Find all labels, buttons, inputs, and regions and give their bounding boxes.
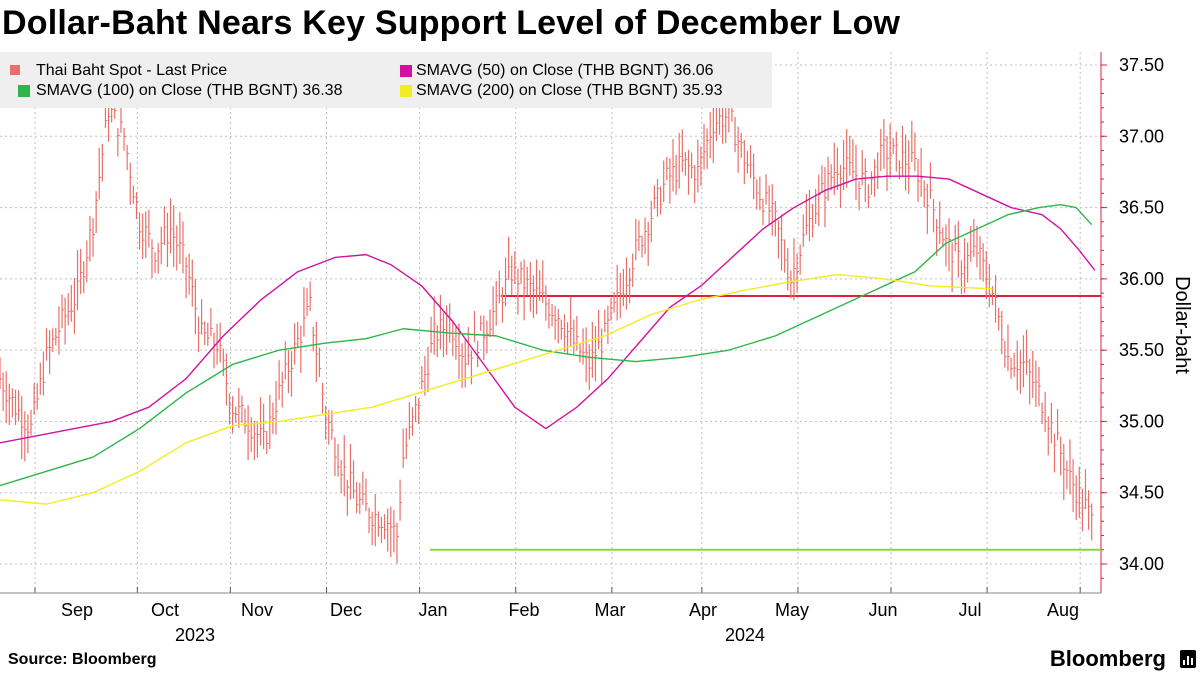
x-tick-label: Sep bbox=[61, 600, 93, 620]
x-tick-label: Jun bbox=[868, 600, 897, 620]
legend-label-price: Thai Baht Spot - Last Price bbox=[36, 62, 228, 79]
x-tick-label: Nov bbox=[241, 600, 273, 620]
legend-swatch-sma200 bbox=[400, 85, 412, 97]
legend-label-sma100: SMAVG (100) on Close (THB BGNT) 36.38 bbox=[36, 82, 343, 99]
x-tick-label: Jan bbox=[418, 600, 447, 620]
legend-swatch-sma50 bbox=[400, 65, 412, 77]
x-tick-label: Jul bbox=[958, 600, 981, 620]
chart-title: Dollar-Baht Nears Key Support Level of D… bbox=[2, 4, 901, 42]
y-axis-title: Dollar-baht bbox=[1171, 276, 1193, 374]
sma-50-line bbox=[0, 175, 1096, 444]
source-note: Source: Bloomberg bbox=[8, 651, 157, 668]
x-tick-label: May bbox=[775, 600, 809, 620]
y-tick-label: 37.50 bbox=[1119, 55, 1164, 75]
legend-swatch-price bbox=[10, 65, 20, 75]
legend-swatch-sma100 bbox=[18, 85, 30, 97]
sma-200-line bbox=[0, 273, 993, 505]
x-tick-label: Oct bbox=[151, 600, 179, 620]
x-tick-label: Aug bbox=[1047, 600, 1079, 620]
legend-label-sma50: SMAVG (50) on Close (THB BGNT) 36.06 bbox=[416, 62, 714, 79]
x-tick-label: Feb bbox=[508, 600, 539, 620]
y-tick-label: 37.00 bbox=[1119, 126, 1164, 146]
y-tick-label: 36.50 bbox=[1119, 198, 1164, 218]
y-tick-label: 35.00 bbox=[1119, 411, 1164, 431]
y-tick-label: 35.50 bbox=[1119, 340, 1164, 360]
legend: Thai Baht Spot - Last Price SMAVG (50) o… bbox=[0, 52, 772, 108]
y-tick-label: 36.00 bbox=[1119, 269, 1164, 289]
y-tick-label: 34.00 bbox=[1119, 554, 1164, 574]
x-tick-label: Dec bbox=[330, 600, 362, 620]
x-tick-label: Apr bbox=[689, 600, 717, 620]
y-tick-label: 34.50 bbox=[1119, 483, 1164, 503]
bloomberg-logo: Bloomberg bbox=[1049, 646, 1166, 671]
legend-label-sma200: SMAVG (200) on Close (THB BGNT) 35.93 bbox=[416, 82, 723, 99]
x-tick-label: Mar bbox=[595, 600, 626, 620]
x-year-label: 2023 bbox=[175, 625, 215, 645]
x-year-label: 2024 bbox=[725, 625, 765, 645]
sma-100-line bbox=[0, 204, 1093, 487]
bloomberg-terminal-icon bbox=[1180, 650, 1196, 668]
